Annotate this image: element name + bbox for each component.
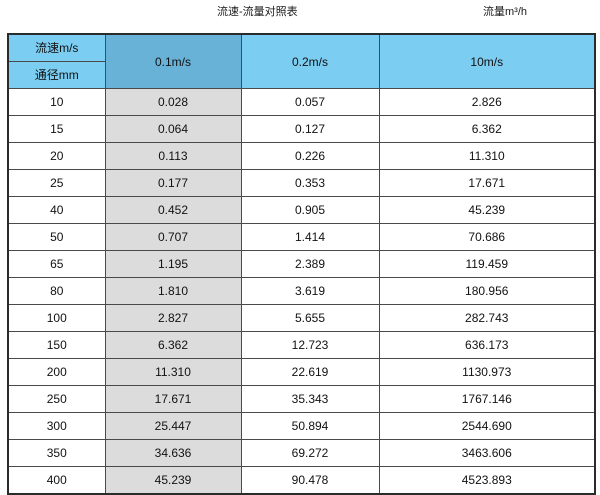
cell-diameter: 200 [7,358,106,386]
cell-diameter: 300 [7,412,106,440]
header-velocity-10: 10m/s [378,33,596,89]
cell-flow-0-2: 1.414 [240,223,380,251]
cell-flow-0-1: 34.636 [104,439,242,467]
flow-rate-table: 流速m/s 0.1m/s 0.2m/s 10m/s 通径mm 10 0.028 0.… [7,33,596,495]
cell-diameter: 100 [7,304,106,332]
cell-flow-10: 2.826 [378,88,596,116]
table-row: 100 2.827 5.655 282.743 [7,304,596,332]
cell-flow-0-2: 0.353 [240,169,380,197]
cell-diameter: 80 [7,277,106,305]
cell-flow-0-1: 6.362 [104,331,242,359]
table-row: 350 34.636 69.272 3463.606 [7,439,596,467]
cell-flow-0-1: 11.310 [104,358,242,386]
flow-unit-label: 流量m³/h [483,6,527,18]
cell-flow-0-1: 1.195 [104,250,242,278]
cell-flow-0-1: 2.827 [104,304,242,332]
cell-diameter: 15 [7,115,106,143]
cell-flow-0-1: 0.113 [104,142,242,170]
cell-flow-0-2: 2.389 [240,250,380,278]
table-row: 80 1.810 3.619 180.956 [7,277,596,305]
cell-flow-10: 70.686 [378,223,596,251]
cell-flow-0-2: 69.272 [240,439,380,467]
cell-flow-0-1: 0.028 [104,88,242,116]
table-row: 150 6.362 12.723 636.173 [7,331,596,359]
cell-flow-0-2: 50.894 [240,412,380,440]
cell-diameter: 20 [7,142,106,170]
table-header: 流速m/s 0.1m/s 0.2m/s 10m/s 通径mm [7,33,596,89]
cell-flow-10: 1130.973 [378,358,596,386]
caption-row: 流速-流量对照表 流量m³/h [0,0,600,30]
cell-flow-10: 17.671 [378,169,596,197]
cell-flow-0-2: 0.127 [240,115,380,143]
cell-flow-0-1: 45.239 [104,466,242,495]
table-row: 400 45.239 90.478 4523.893 [7,466,596,495]
cell-diameter: 350 [7,439,106,467]
header-row-top: 流速m/s 0.1m/s 0.2m/s 10m/s [7,33,596,89]
table-body: 10 0.028 0.057 2.826 15 0.064 0.127 6.362 20 0.11… [7,88,596,495]
cell-flow-0-2: 0.905 [240,196,380,224]
table-row: 200 11.310 22.619 1130.973 [7,358,596,386]
cell-diameter: 250 [7,385,106,413]
cell-diameter: 50 [7,223,106,251]
cell-flow-0-1: 0.064 [104,115,242,143]
cell-diameter: 25 [7,169,106,197]
cell-flow-0-1: 17.671 [104,385,242,413]
table-row: 50 0.707 1.414 70.686 [7,223,596,251]
cell-flow-0-1: 0.452 [104,196,242,224]
cell-diameter: 10 [7,88,106,116]
cell-flow-10: 4523.893 [378,466,596,495]
cell-flow-10: 11.310 [378,142,596,170]
header-row-bottom: 通径mm [7,61,595,89]
cell-flow-0-2: 5.655 [240,304,380,332]
table-row: 25 0.177 0.353 17.671 [7,169,596,197]
table-row: 65 1.195 2.389 119.459 [7,250,596,278]
table-row: 250 17.671 35.343 1767.146 [7,385,596,413]
cell-flow-0-2: 22.619 [240,358,380,386]
cell-flow-0-1: 0.707 [104,223,242,251]
table-row: 300 25.447 50.894 2544.690 [7,412,596,440]
cell-flow-10: 6.362 [378,115,596,143]
cell-diameter: 400 [7,466,106,495]
cell-flow-0-2: 3.619 [240,277,380,305]
cell-flow-10: 180.956 [378,277,596,305]
cell-flow-0-2: 12.723 [240,331,380,359]
cell-flow-10: 2544.690 [378,412,596,440]
header-velocity-0-2: 0.2m/s [240,33,380,89]
cell-diameter: 40 [7,196,106,224]
cell-flow-0-1: 25.447 [104,412,242,440]
cell-flow-0-2: 35.343 [240,385,380,413]
cell-flow-0-2: 0.226 [240,142,380,170]
header-velocity-label: 流速m/s [7,33,106,62]
cell-flow-0-1: 1.810 [104,277,242,305]
cell-flow-10: 45.239 [378,196,596,224]
table-title: 流速-流量对照表 [217,6,298,18]
cell-flow-10: 3463.606 [378,439,596,467]
header-diameter-label: 通径mm [7,61,106,89]
cell-flow-0-1: 0.177 [104,169,242,197]
table-row: 40 0.452 0.905 45.239 [7,196,596,224]
flow-table-container: 流速m/s 0.1m/s 0.2m/s 10m/s 通径mm 10 0.028 0.… [7,33,596,495]
header-velocity-0-1: 0.1m/s [104,33,242,89]
table-row: 15 0.064 0.127 6.362 [7,115,596,143]
cell-diameter: 65 [7,250,106,278]
table-row: 10 0.028 0.057 2.826 [7,88,596,116]
cell-flow-10: 1767.146 [378,385,596,413]
cell-flow-10: 636.173 [378,331,596,359]
cell-flow-0-2: 0.057 [240,88,380,116]
table-row: 20 0.113 0.226 11.310 [7,142,596,170]
cell-flow-0-2: 90.478 [240,466,380,495]
cell-flow-10: 119.459 [378,250,596,278]
cell-flow-10: 282.743 [378,304,596,332]
cell-diameter: 150 [7,331,106,359]
